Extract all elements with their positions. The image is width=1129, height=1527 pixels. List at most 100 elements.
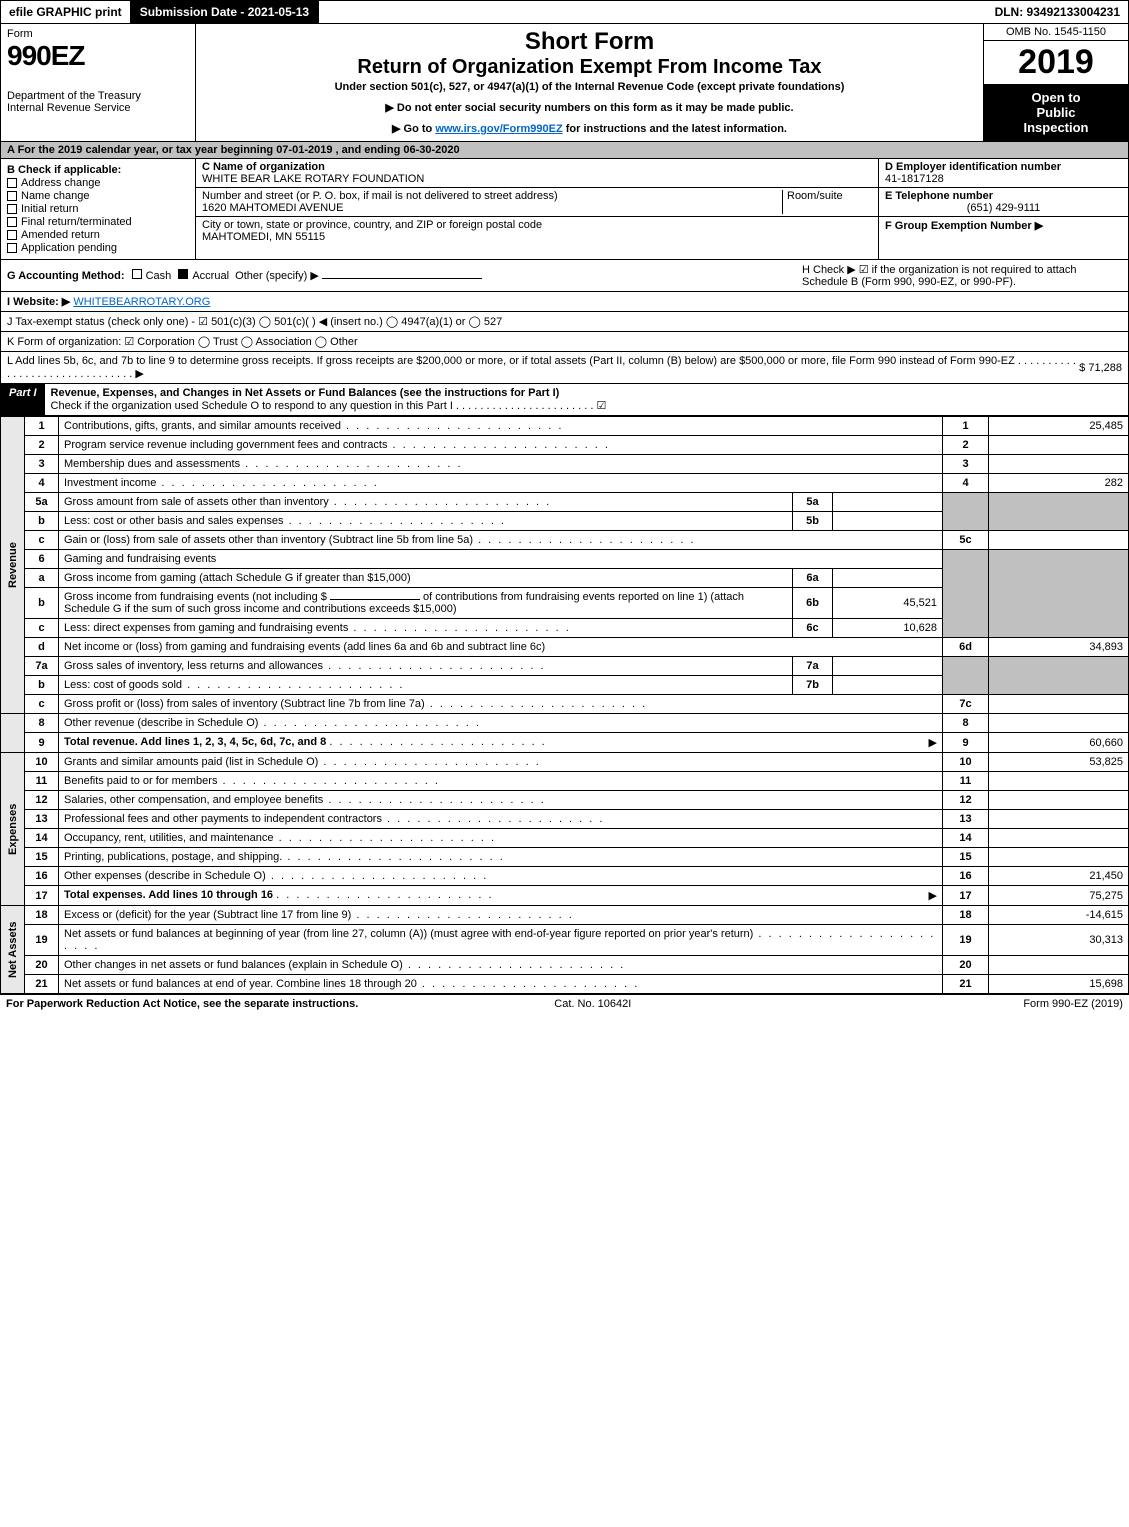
l4-amt: 282 [989, 474, 1129, 493]
part-1-check-note: Check if the organization used Schedule … [51, 400, 607, 412]
row-i: I Website: ▶ WHITEBEARROTARY.ORG [0, 292, 1129, 312]
chk-initial-return[interactable]: Initial return [7, 203, 189, 215]
room-label: Room/suite [782, 190, 872, 214]
l6c-sn: 6c [793, 619, 833, 638]
l15-amt [989, 848, 1129, 867]
l18-text: Excess or (deficit) for the year (Subtra… [64, 909, 574, 921]
l16-rn: 16 [943, 867, 989, 886]
l17-rn: 17 [943, 886, 989, 906]
section-expenses: Expenses [1, 753, 25, 906]
l7a-sn: 7a [793, 657, 833, 676]
chk-amended-return[interactable]: Amended return [7, 229, 189, 241]
l11-rn: 11 [943, 772, 989, 791]
return-title: Return of Organization Exempt From Incom… [204, 56, 975, 79]
form-header: Form 990EZ Department of the Treasury In… [0, 24, 1129, 142]
d-label: D Employer identification number [885, 161, 1122, 173]
l3-text: Membership dues and assessments [64, 458, 463, 470]
col-c-org: C Name of organization WHITE BEAR LAKE R… [196, 159, 878, 259]
l21-text: Net assets or fund balances at end of ye… [64, 978, 639, 990]
part-1-header: Part I Revenue, Expenses, and Changes in… [0, 384, 1129, 416]
l9-text: Total revenue. Add lines 1, 2, 3, 4, 5c,… [64, 736, 326, 748]
efile-label[interactable]: efile GRAPHIC print [1, 1, 130, 23]
row-l: L Add lines 5b, 6c, and 7b to line 9 to … [0, 352, 1129, 384]
footer-mid: Cat. No. 10642I [554, 998, 631, 1010]
l16-text: Other expenses (describe in Schedule O) [64, 870, 488, 882]
l20-text: Other changes in net assets or fund bala… [64, 959, 625, 971]
l5b-text: Less: cost or other basis and sales expe… [64, 515, 506, 527]
l18-amt: -14,615 [989, 906, 1129, 925]
chk-accrual[interactable] [178, 269, 188, 279]
section-netassets: Net Assets [1, 906, 25, 994]
l14-text: Occupancy, rent, utilities, and maintena… [64, 832, 496, 844]
info-grid: B Check if applicable: Address change Na… [0, 159, 1129, 260]
row-k: K Form of organization: ☑ Corporation ◯ … [0, 332, 1129, 352]
dept-label: Department of the Treasury [7, 90, 189, 102]
footer-left: For Paperwork Reduction Act Notice, see … [6, 998, 358, 1010]
l19-rn: 19 [943, 925, 989, 956]
header-left: Form 990EZ Department of the Treasury In… [1, 24, 196, 141]
part-1-title: Revenue, Expenses, and Changes in Net As… [45, 384, 1128, 415]
l5c-text: Gain or (loss) from sale of assets other… [64, 534, 696, 546]
col-b-label: B Check if applicable: [7, 164, 189, 176]
top-bar: efile GRAPHIC print Submission Date - 20… [0, 0, 1129, 24]
submission-date-button[interactable]: Submission Date - 2021-05-13 [130, 1, 320, 23]
l14-amt [989, 829, 1129, 848]
l12-rn: 12 [943, 791, 989, 810]
c-label: C Name of organization [202, 161, 325, 173]
l7b-sn: 7b [793, 676, 833, 695]
l17-amt: 75,275 [989, 886, 1129, 906]
l3-rn: 3 [943, 455, 989, 474]
omb-number: OMB No. 1545-1150 [984, 24, 1128, 41]
l6-num: 6 [25, 550, 59, 569]
l6a-sv [833, 569, 943, 588]
l5a-sv [833, 493, 943, 512]
l6-text: Gaming and fundraising events [59, 550, 943, 569]
l4-rn: 4 [943, 474, 989, 493]
street-label: Number and street (or P. O. box, if mail… [202, 190, 782, 202]
short-form-title: Short Form [204, 28, 975, 56]
l12-amt [989, 791, 1129, 810]
header-center: Short Form Return of Organization Exempt… [196, 24, 983, 141]
website-link[interactable]: WHITEBEARROTARY.ORG [73, 296, 210, 308]
l6a-num: a [25, 569, 59, 588]
l5a-text: Gross amount from sale of assets other t… [64, 496, 551, 508]
dln-label: DLN: 93492133004231 [987, 1, 1128, 23]
chk-cash[interactable] [132, 269, 142, 279]
l17-num: 17 [25, 886, 59, 906]
chk-address-change[interactable]: Address change [7, 177, 189, 189]
l6b-sv: 45,521 [833, 588, 943, 619]
l5c-num: c [25, 531, 59, 550]
l10-num: 10 [25, 753, 59, 772]
f-label: F Group Exemption Number ▶ [885, 219, 1122, 232]
inspect-3: Inspection [988, 120, 1124, 135]
l19-text: Net assets or fund balances at beginning… [64, 928, 935, 952]
l2-text: Program service revenue including govern… [64, 439, 610, 451]
col-def: D Employer identification number 41-1817… [878, 159, 1128, 259]
l17-arrow: ▶ [929, 889, 937, 902]
other-label: Other (specify) ▶ [235, 270, 319, 282]
l7a-sv [833, 657, 943, 676]
l5b-sv [833, 512, 943, 531]
chk-final-return[interactable]: Final return/terminated [7, 216, 189, 228]
l6c-text: Less: direct expenses from gaming and fu… [64, 622, 571, 634]
l10-rn: 10 [943, 753, 989, 772]
under-section: Under section 501(c), 527, or 4947(a)(1)… [204, 81, 975, 93]
goto-post: for instructions and the latest informat… [563, 123, 787, 135]
l9-arrow: ▶ [929, 736, 937, 749]
l14-rn: 14 [943, 829, 989, 848]
l21-amt: 15,698 [989, 975, 1129, 994]
part-1-label: Part I [1, 384, 45, 415]
chk-application-pending[interactable]: Application pending [7, 242, 189, 254]
l8-text: Other revenue (describe in Schedule O) [64, 717, 481, 729]
goto-note: ▶ Go to www.irs.gov/Form990EZ for instru… [204, 122, 975, 135]
irs-link[interactable]: www.irs.gov/Form990EZ [435, 123, 562, 135]
l12-text: Salaries, other compensation, and employ… [64, 794, 546, 806]
l9-num: 9 [25, 733, 59, 753]
l18-rn: 18 [943, 906, 989, 925]
l8-rn: 8 [943, 714, 989, 733]
l6d-num: d [25, 638, 59, 657]
chk-name-change[interactable]: Name change [7, 190, 189, 202]
l11-amt [989, 772, 1129, 791]
l21-rn: 21 [943, 975, 989, 994]
l7b-sv [833, 676, 943, 695]
